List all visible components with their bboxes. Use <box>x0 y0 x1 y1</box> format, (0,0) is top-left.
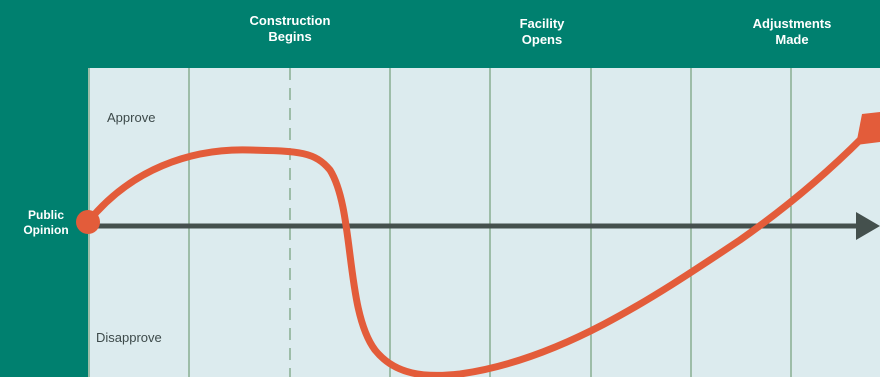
left-band <box>0 0 88 377</box>
milestone-adjustments-made: Adjustments Made <box>752 16 832 47</box>
curve-start-dot <box>76 210 100 234</box>
axis-arrowhead <box>856 212 880 240</box>
milestone-construction-begins: Construction Begins <box>249 13 331 44</box>
axis-label-public-opinion: Public Opinion <box>23 208 69 237</box>
curve-arrowhead <box>856 112 880 145</box>
opinion-curve <box>84 134 866 377</box>
zone-label-approve: Approve <box>107 110 156 125</box>
grid-lines <box>88 68 792 377</box>
zone-label-disapprove: Disapprove <box>96 330 162 345</box>
milestone-facility-opens: Facility Opens <box>519 16 565 47</box>
header-band <box>0 0 880 68</box>
